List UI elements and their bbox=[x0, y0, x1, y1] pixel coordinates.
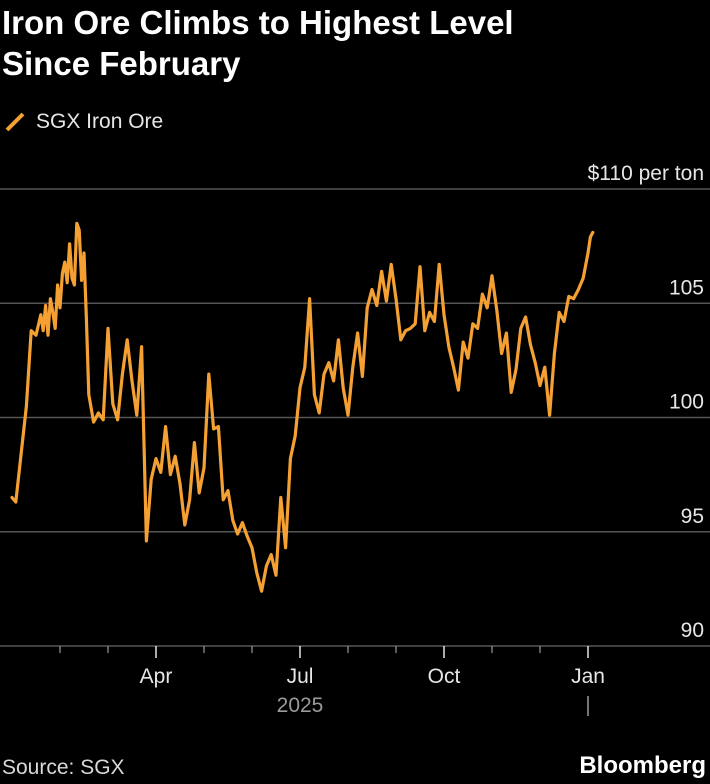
x-tick-label-oct: Oct bbox=[428, 665, 461, 688]
gridlines bbox=[0, 188, 710, 647]
x-tick-label-jan: Jan bbox=[571, 665, 605, 688]
x-tick-label-jul: Jul bbox=[287, 665, 314, 688]
y-tick-label-110: $110 per ton bbox=[588, 162, 704, 185]
x-axis bbox=[59, 646, 589, 716]
source-note: Source: SGX bbox=[2, 756, 125, 779]
series-layer bbox=[10, 221, 595, 593]
legend-line-icon bbox=[5, 112, 25, 132]
legend-label: SGX Iron Ore bbox=[36, 110, 164, 133]
y-tick-label-105: 105 bbox=[669, 276, 704, 299]
y-tick-label-95: 95 bbox=[681, 505, 704, 528]
chart-title-line-2: Since February bbox=[2, 45, 241, 82]
y-tick-label-100: 100 bbox=[669, 391, 704, 414]
y-tick-label-90: 90 bbox=[681, 619, 704, 642]
series-line-sgx-iron-ore bbox=[10, 221, 595, 593]
line-chart: $110 per ton 105 100 95 90 Apr Jul Oct Jan 2025 bbox=[0, 162, 710, 717]
brand-logo: Bloomberg bbox=[579, 752, 706, 779]
year-label: 2025 bbox=[277, 694, 324, 717]
legend: SGX Iron Ore bbox=[4, 108, 163, 136]
chart-title: Iron Ore Climbs to Highest Level Since F… bbox=[2, 2, 702, 84]
tick-labels: $110 per ton 105 100 95 90 Apr Jul Oct Jan 2025 bbox=[140, 162, 704, 717]
chart-title-line-1: Iron Ore Climbs to Highest Level bbox=[2, 4, 514, 41]
x-tick-label-apr: Apr bbox=[140, 665, 173, 688]
